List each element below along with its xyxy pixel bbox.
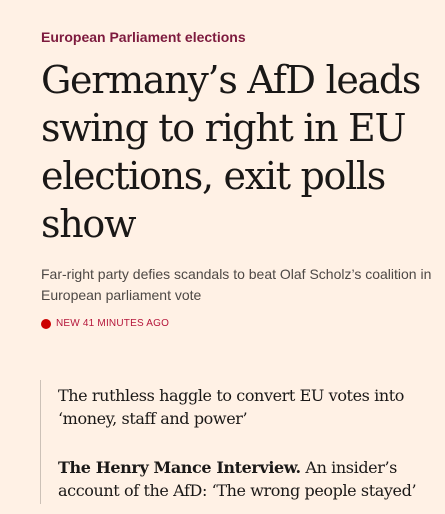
live-dot-icon bbox=[41, 318, 51, 329]
headline[interactable]: Germany’s AfD leads swing to right in EU… bbox=[41, 58, 421, 246]
related-link[interactable]: The Henry Mance Interview. An insider’s … bbox=[58, 456, 418, 502]
topic-link[interactable]: European Parliament elections bbox=[41, 29, 246, 45]
related-link-prefix[interactable]: The Henry Mance Interview. bbox=[58, 458, 301, 477]
timestamp-label: NEW 41 MINUTES AGO bbox=[56, 318, 170, 329]
standfirst: Far-right party defies scandals to beat … bbox=[41, 266, 432, 303]
related-link-text[interactable]: An insider’s account of the AfD: ‘The wr… bbox=[58, 458, 417, 500]
related-articles: The ruthless haggle to convert EU votes … bbox=[40, 380, 420, 504]
related-link-text[interactable]: The ruthless haggle to convert EU votes … bbox=[58, 386, 405, 428]
related-link[interactable]: The ruthless haggle to convert EU votes … bbox=[58, 384, 418, 430]
timestamp: NEW 41 MINUTES AGO bbox=[41, 318, 169, 329]
